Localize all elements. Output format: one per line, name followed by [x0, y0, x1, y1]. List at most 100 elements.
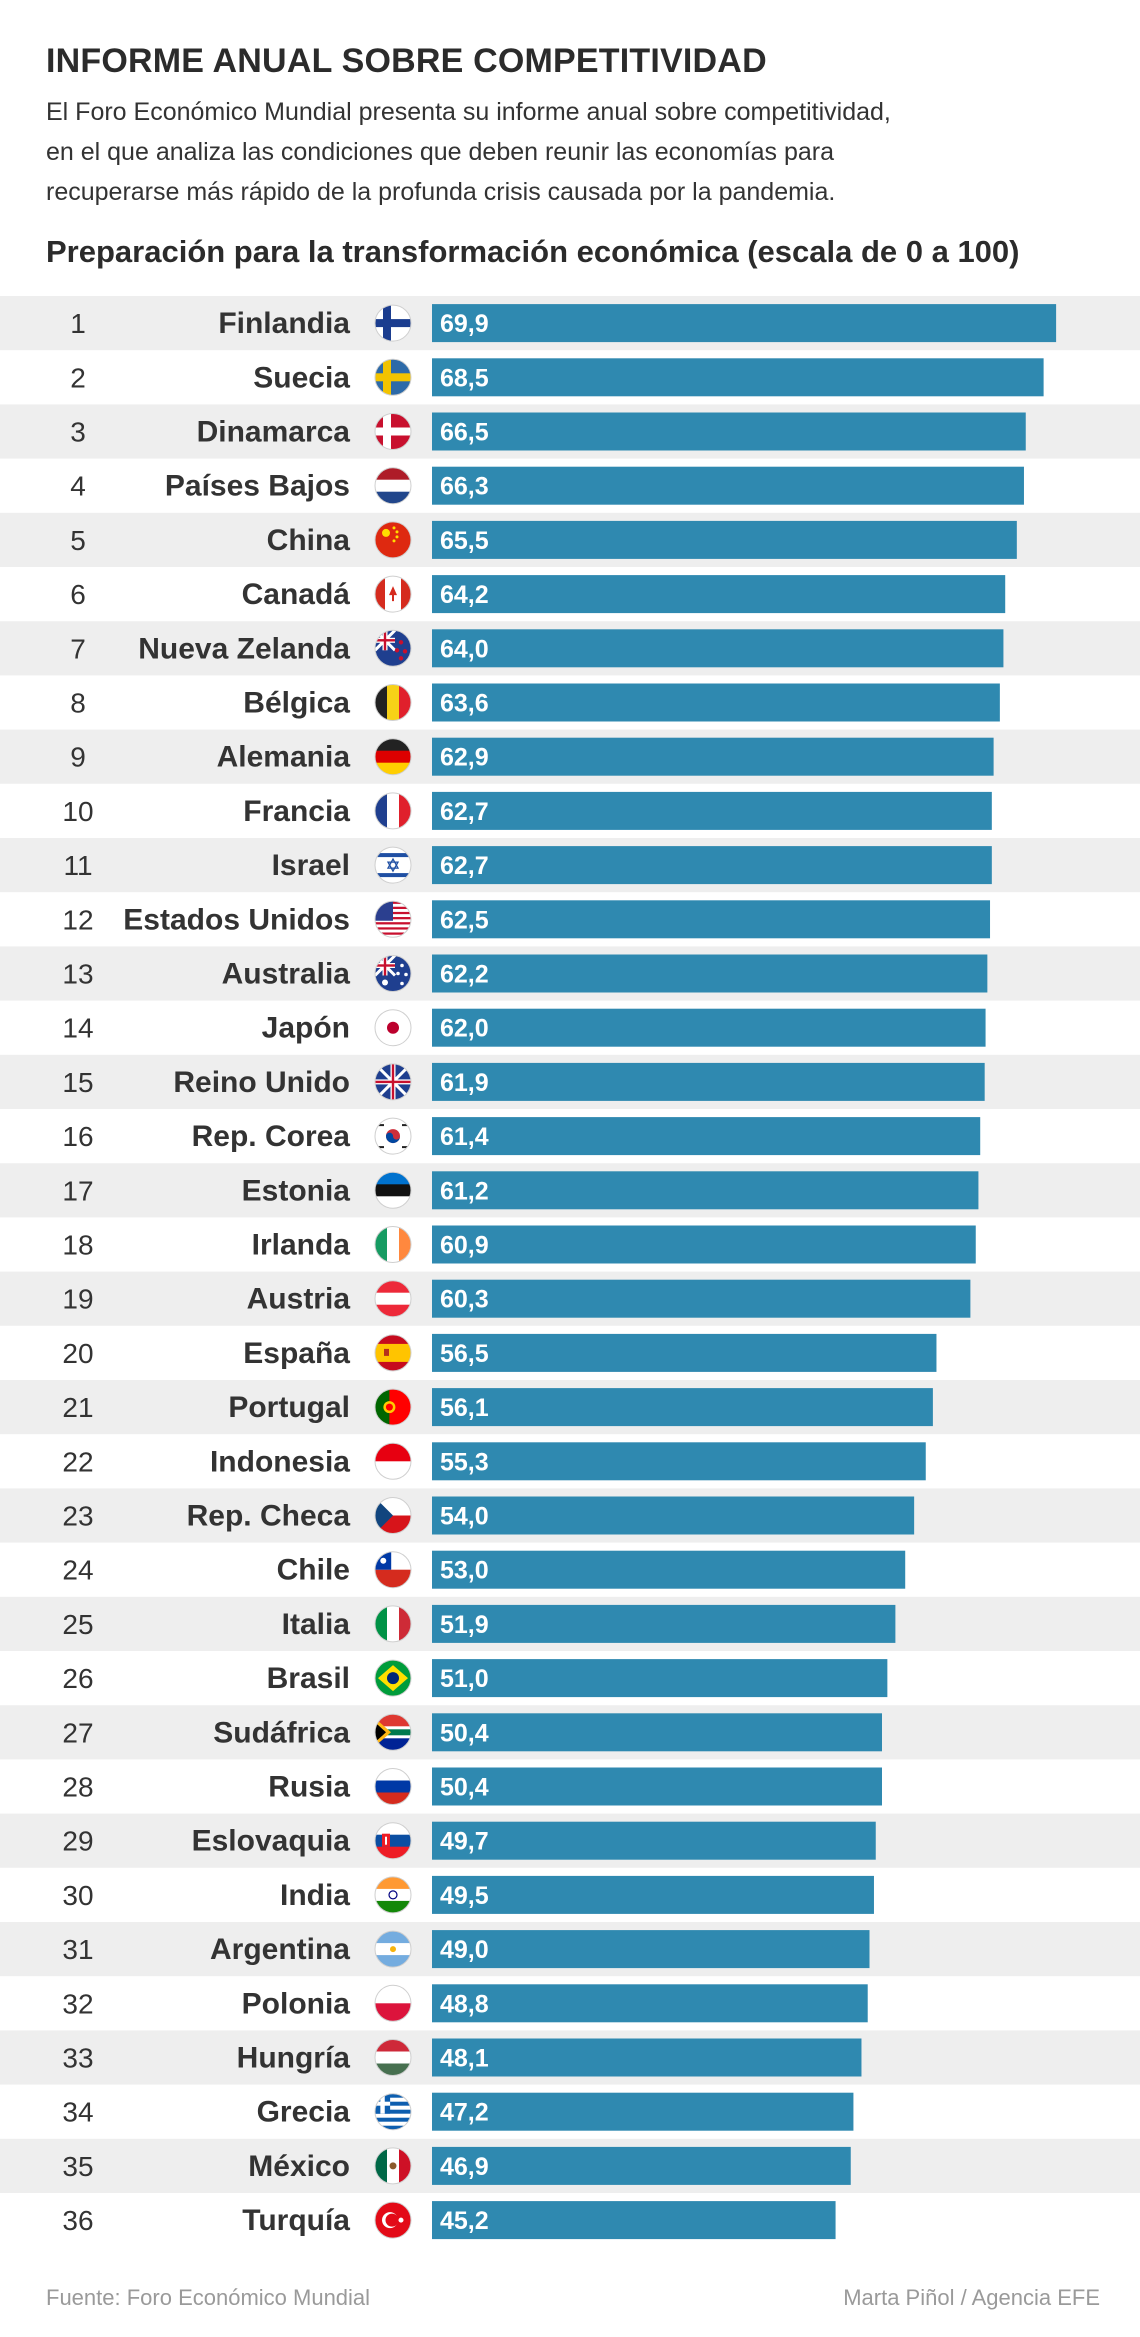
row-34: 34 Grecia 47,2	[62, 2092, 854, 2131]
row-14: 14 Japón 62,0	[62, 1008, 986, 1047]
cn-flag-icon	[374, 521, 412, 559]
nl-flag-icon	[374, 467, 412, 505]
bar	[432, 1604, 896, 1643]
country-label: Canadá	[242, 578, 351, 611]
tr-flag-icon	[374, 2201, 412, 2239]
bar	[432, 1171, 979, 1210]
value-label: 68,5	[440, 364, 489, 392]
bar	[432, 466, 1024, 505]
kr-flag-icon	[374, 1117, 412, 1155]
value-label: 62,2	[440, 961, 489, 989]
country-label: Bélgica	[243, 687, 350, 720]
value-label: 65,5	[440, 527, 489, 555]
rank-label: 31	[62, 1934, 93, 1965]
country-label: Francia	[243, 795, 350, 828]
value-label: 61,2	[440, 1177, 489, 1205]
rank-label: 29	[62, 1826, 93, 1857]
bar	[432, 846, 992, 885]
in-flag-icon	[374, 1876, 412, 1914]
value-label: 50,4	[440, 1774, 489, 1802]
country-label: Japón	[262, 1012, 350, 1045]
value-label: 60,9	[440, 1232, 489, 1260]
country-label: Sudáfrica	[213, 1716, 350, 1749]
bar	[432, 520, 1017, 559]
value-label: 55,3	[440, 1448, 489, 1476]
row-32: 32 Polonia 48,8	[62, 1984, 868, 2023]
bar-chart: 1 Finlandia 69,9 2 Suecia 68,5 3 Dinamarca 66,5 4…	[0, 296, 1140, 2240]
value-label: 60,3	[440, 1286, 489, 1314]
rank-label: 18	[62, 1230, 93, 1261]
row-30: 30 India 49,5	[62, 1875, 874, 1914]
us-flag-icon	[374, 900, 412, 938]
country-label: España	[243, 1337, 350, 1370]
row-9: 9 Alemania 62,9	[0, 729, 1140, 784]
au-flag-icon	[374, 955, 412, 992]
bar	[432, 1550, 906, 1589]
bar	[432, 954, 988, 993]
rank-label: 26	[62, 1663, 93, 1694]
bar	[432, 412, 1026, 451]
bar	[432, 1442, 926, 1481]
bar	[432, 1821, 876, 1860]
row-35: 35 México 46,9	[0, 2138, 1140, 2193]
rank-label: 35	[62, 2151, 93, 2182]
chart-title: Preparación para la transformación econó…	[46, 234, 1020, 269]
ee-flag-icon	[374, 1171, 412, 1209]
value-label: 51,9	[440, 1611, 489, 1639]
country-label: Italia	[282, 1608, 351, 1641]
row-25: 25 Italia 51,9	[0, 1596, 1140, 1651]
value-label: 61,4	[440, 1123, 489, 1151]
page-title: INFORME ANUAL SOBRE COMPETITIVIDAD	[46, 42, 767, 80]
rank-label: 15	[62, 1067, 93, 1098]
row-24: 24 Chile 53,0	[62, 1550, 906, 1589]
value-label: 53,0	[440, 1557, 489, 1585]
value-label: 62,7	[440, 798, 489, 826]
bar	[432, 1117, 981, 1156]
intro-line-2: en el que analiza las condiciones que de…	[46, 138, 835, 166]
rank-label: 9	[70, 742, 86, 773]
bar	[432, 358, 1044, 397]
country-label: Finlandia	[218, 307, 350, 340]
row-17: 17 Estonia 61,2	[0, 1163, 1140, 1218]
bar	[432, 1659, 888, 1698]
value-label: 49,7	[440, 1828, 489, 1856]
row-16: 16 Rep. Corea 61,4	[62, 1117, 981, 1156]
country-label: Chile	[277, 1554, 350, 1587]
bar	[432, 1930, 870, 1969]
value-label: 48,1	[440, 2045, 489, 2073]
country-label: Grecia	[257, 2096, 351, 2129]
value-label: 61,9	[440, 1069, 489, 1097]
bar	[432, 629, 1004, 668]
value-label: 46,9	[440, 2153, 489, 2181]
il-flag-icon	[374, 846, 412, 884]
pl-flag-icon	[374, 1984, 412, 2022]
es-flag-icon	[374, 1334, 412, 1372]
nz-flag-icon	[374, 629, 412, 667]
row-28: 28 Rusia 50,4	[62, 1767, 882, 1806]
rank-label: 36	[62, 2205, 93, 2236]
gr-flag-icon	[374, 2093, 412, 2131]
rank-label: 1	[70, 308, 86, 339]
country-label: Dinamarca	[197, 416, 351, 449]
bar	[432, 2092, 854, 2131]
row-2: 2 Suecia 68,5	[70, 358, 1044, 397]
bar	[432, 1225, 976, 1264]
row-23: 23 Rep. Checa 54,0	[0, 1488, 1140, 1543]
country-label: Brasil	[267, 1662, 350, 1695]
row-6: 6 Canadá 64,2	[70, 575, 1006, 614]
country-label: Hungría	[237, 2042, 351, 2075]
country-label: Alemania	[217, 741, 351, 774]
rank-label: 21	[62, 1392, 93, 1423]
bar	[432, 2038, 862, 2077]
row-29: 29 Eslovaquia 49,7	[0, 1813, 1140, 1868]
row-26: 26 Brasil 51,0	[62, 1659, 888, 1698]
fi-flag-icon	[374, 304, 412, 342]
country-label: Israel	[272, 849, 350, 882]
value-label: 64,0	[440, 635, 489, 663]
value-label: 62,5	[440, 906, 489, 934]
bar	[432, 683, 1000, 722]
rank-label: 13	[62, 959, 93, 990]
br-flag-icon	[374, 1659, 412, 1697]
value-label: 45,2	[440, 2207, 489, 2235]
country-label: Estados Unidos	[123, 903, 350, 936]
